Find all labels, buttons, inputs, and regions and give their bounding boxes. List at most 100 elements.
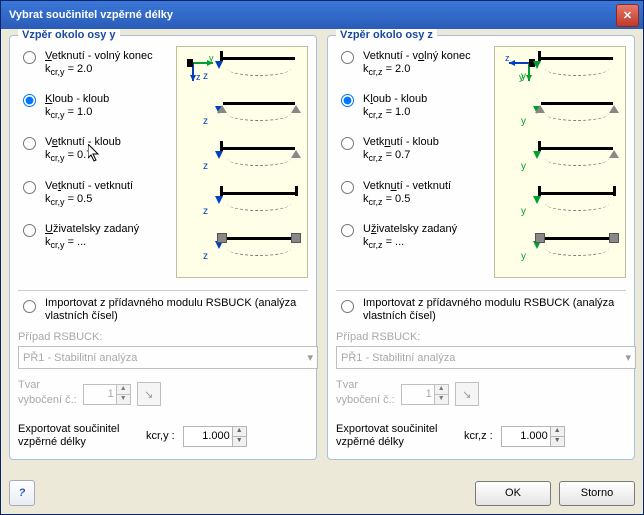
footer: ? OK Storno [1,480,643,514]
option-radio[interactable] [341,181,354,194]
case-value-z: PŘ1 - Stabilitní analýza [341,352,455,364]
option-label: Uživatelsky zadaný [363,223,457,236]
help-button[interactable]: ? [9,480,35,506]
option-label: Vetknutí - kloub [45,136,121,149]
option-coef: kcr,y = 1.0 [45,106,109,122]
spin-down-icon[interactable]: ▼ [232,437,246,446]
option-coef: kcr,z = 1.0 [363,106,427,122]
export-row-y: Exportovat součinitel vzpěrné délky kcr,… [18,423,308,449]
ok-button[interactable]: OK [475,481,551,506]
spin-up-icon[interactable]: ▲ [434,385,448,395]
diagram-y: y z zzzzz [176,46,308,278]
beam-schematic: z [217,98,301,134]
case-value-y: PŘ1 - Stabilitní analýza [23,352,137,364]
option-coef: kcr,z = 0.7 [363,149,439,165]
shape-spinner-z[interactable]: ▲▼ [401,384,449,405]
options-z: Vetknutí - volný koneckcr,z = 2.0 Kloub -… [336,46,488,278]
shape-label2-z: vybočení č.: [336,394,395,406]
spin-up-icon[interactable]: ▲ [116,385,130,395]
window-title: Vybrat součinitel vzpěrné délky [9,9,173,21]
export-label2-y: vzpěrné délky [18,436,138,449]
svg-text:z: z [196,72,201,82]
shape-value-z[interactable] [402,388,434,400]
spin-down-icon[interactable]: ▼ [550,437,564,446]
beam-schematic: z [217,53,301,89]
pick-button-y[interactable]: ↘ [137,382,161,406]
option-y-4[interactable]: Uživatelsky zadanýkcr,y = ... [18,223,170,252]
option-label: Vetknutí - kloub [363,136,439,149]
option-coef: kcr,y = 0.5 [45,193,133,209]
option-coef: kcr,y = ... [45,236,139,252]
export-spinner-z[interactable]: ▲▼ [501,426,565,447]
diagram-z: z y yyyyy [494,46,626,278]
pick-icon: ↘ [462,388,471,401]
export-value-y[interactable] [184,430,232,442]
legend-y: Vzpěr okolo osy y [18,29,120,41]
option-y-2[interactable]: Vetknutí - kloubkcr,y = 0.7 [18,136,170,165]
spin-up-icon[interactable]: ▲ [550,427,564,437]
option-coef: kcr,z = 0.5 [363,193,451,209]
option-radio[interactable] [341,137,354,150]
pick-button-z[interactable]: ↘ [455,382,479,406]
spin-up-icon[interactable]: ▲ [232,427,246,437]
option-radio[interactable] [23,137,36,150]
option-label: Kloub - kloub [363,93,427,106]
spin-down-icon[interactable]: ▼ [434,395,448,404]
help-icon: ? [19,487,26,499]
option-label: Kloub - kloub [45,93,109,106]
case-combo-y[interactable]: PŘ1 - Stabilitní analýza [18,346,318,369]
option-radio[interactable] [23,51,36,64]
dialog-body: Vzpěr okolo osy y Vetknutí - volný konec… [1,29,643,480]
option-radio[interactable] [23,224,36,237]
spin-down-icon[interactable]: ▼ [116,395,130,404]
case-combo-z[interactable]: PŘ1 - Stabilitní analýza [336,346,636,369]
group-y: Vzpěr okolo osy y Vetknutí - volný konec… [9,35,317,460]
case-label-z: Případ RSBUCK: [336,331,626,343]
option-label: Vetknutí - volný konec [363,50,471,63]
option-label: Uživatelsky zadaný [45,223,139,236]
option-z-0[interactable]: Vetknutí - volný koneckcr,z = 2.0 [336,50,488,79]
cancel-button[interactable]: Storno [559,481,635,506]
beam-schematic: y [535,188,619,224]
option-z-1[interactable]: Kloub - kloubkcr,z = 1.0 [336,93,488,122]
import-label-y: Importovat z přídavného modulu RSBUCK (a… [45,297,308,323]
pick-icon: ↘ [144,388,153,401]
option-z-3[interactable]: Vetknutí - vetknutíkcr,z = 0.5 [336,180,488,209]
option-z-2[interactable]: Vetknutí - kloubkcr,z = 0.7 [336,136,488,165]
option-z-4[interactable]: Uživatelsky zadanýkcr,z = ... [336,223,488,252]
import-radio-y[interactable] [23,300,36,313]
shape-value-y[interactable] [84,388,116,400]
import-label-z: Importovat z přídavného modulu RSBUCK (a… [363,297,626,323]
option-radio[interactable] [341,94,354,107]
axis-icon-z: z y [505,53,535,83]
option-radio[interactable] [23,181,36,194]
case-label-y: Případ RSBUCK: [18,331,308,343]
option-radio[interactable] [341,51,354,64]
option-label: Vetknutí - vetknutí [363,180,451,193]
export-row-z: Exportovat součinitel vzpěrné délky kcr,… [336,423,626,449]
shape-label1-y: Tvar [18,379,77,391]
option-coef: kcr,z = 2.0 [363,63,471,79]
option-radio[interactable] [23,94,36,107]
export-k-y: kcr,y : [146,430,175,442]
option-y-0[interactable]: Vetknutí - volný koneckcr,y = 2.0 [18,50,170,79]
options-y: Vetknutí - volný koneckcr,y = 2.0 Kloub -… [18,46,170,278]
option-y-3[interactable]: Vetknutí - vetknutíkcr,y = 0.5 [18,180,170,209]
titlebar: Vybrat součinitel vzpěrné délky ✕ [1,1,643,29]
legend-z: Vzpěr okolo osy z [336,29,437,41]
close-icon: ✕ [623,9,632,22]
shape-label2-y: vybočení č.: [18,394,77,406]
option-radio[interactable] [341,224,354,237]
close-button[interactable]: ✕ [616,4,639,27]
export-spinner-y[interactable]: ▲▼ [183,426,247,447]
option-label: Vetknutí - volný konec [45,50,153,63]
columns: Vzpěr okolo osy y Vetknutí - volný konec… [9,35,635,460]
option-y-1[interactable]: Kloub - kloubkcr,y = 1.0 [18,93,170,122]
export-label1-y: Exportovat součinitel [18,423,138,436]
beam-schematic: y [535,233,619,269]
export-label2-z: vzpěrné délky [336,436,456,449]
shape-spinner-y[interactable]: ▲▼ [83,384,131,405]
option-coef: kcr,y = 0.7 [45,149,121,165]
export-value-z[interactable] [502,430,550,442]
import-radio-z[interactable] [341,300,354,313]
